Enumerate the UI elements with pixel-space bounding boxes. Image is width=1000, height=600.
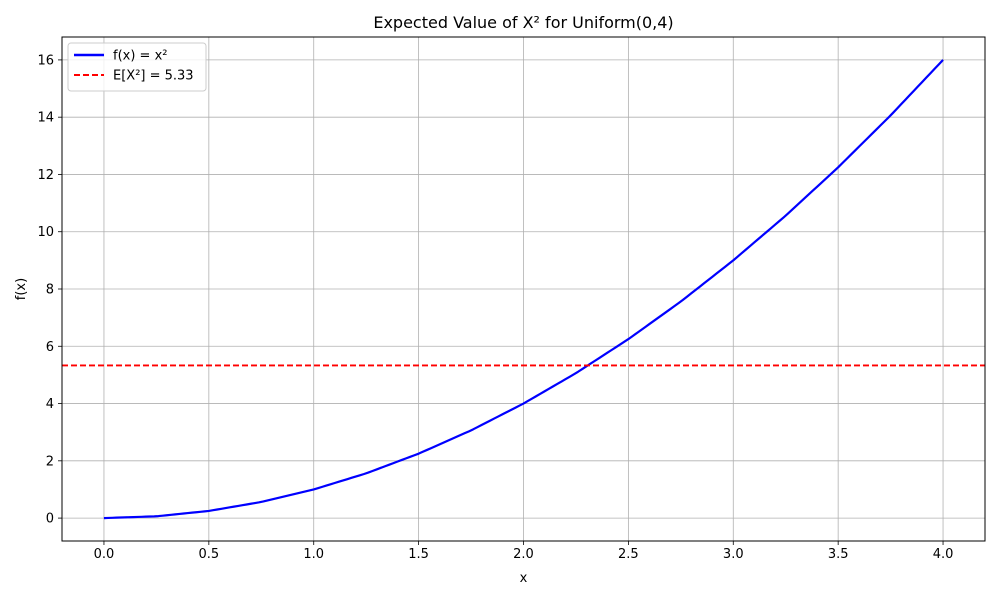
x-tick-label: 3.5 — [828, 547, 849, 562]
y-axis-label: f(x) — [14, 278, 29, 300]
x-tick-label: 3.0 — [723, 547, 744, 562]
y-tick-label: 16 — [37, 53, 54, 68]
axis-ticks: 0.0 0.5 1.0 1.5 2.0 2.5 3.0 3.5 4.0 0 2 4 6 8 10 12 14 16 — [37, 53, 953, 562]
y-tick-label: 8 — [46, 283, 54, 298]
x-tick-label: 0.0 — [94, 547, 115, 562]
x-tick-label: 1.5 — [408, 547, 429, 562]
y-tick-label: 10 — [37, 225, 54, 240]
x-tick-label: 4.0 — [933, 547, 954, 562]
legend: f(x) = x² E[X²] = 5.33 — [67, 42, 207, 92]
x-tick-label: 0.5 — [198, 547, 219, 562]
y-tick-label: 0 — [46, 512, 54, 527]
x-tick-label: 1.0 — [303, 547, 324, 562]
plot-series — [62, 59, 985, 520]
x-tick-label: 2.5 — [618, 547, 639, 562]
grid — [62, 37, 985, 541]
y-tick-label: 6 — [46, 340, 54, 355]
y-tick-label: 14 — [37, 111, 54, 126]
legend-entry-expected-value: E[X²] = 5.33 — [113, 69, 194, 84]
x-tick-label: 2.0 — [513, 547, 534, 562]
series-line-fx — [103, 59, 944, 520]
y-tick-label: 12 — [37, 168, 54, 183]
chart-title: Expected Value of X² for Uniform(0,4) — [373, 13, 673, 32]
y-tick-label: 2 — [46, 454, 54, 469]
x-axis-label: x — [520, 571, 528, 586]
y-tick-label: 4 — [46, 397, 54, 412]
legend-entry-fx: f(x) = x² — [113, 49, 167, 64]
